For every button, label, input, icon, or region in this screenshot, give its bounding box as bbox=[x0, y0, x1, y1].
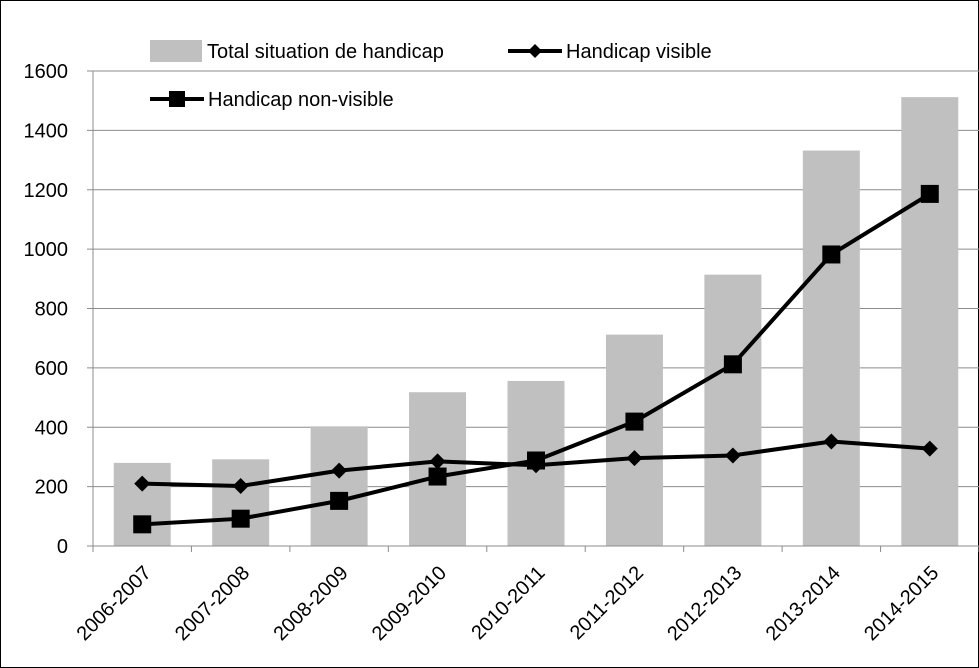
point-nonvisible-2012-2013 bbox=[723, 355, 742, 374]
point-nonvisible-2009-2010 bbox=[428, 467, 447, 486]
legend-swatch-total bbox=[150, 40, 202, 62]
bar-2006-2007 bbox=[113, 462, 171, 546]
bar-2013-2014 bbox=[802, 150, 860, 546]
bar-2011-2012 bbox=[605, 334, 663, 546]
bar-2007-2008 bbox=[212, 459, 270, 546]
y-tick-label-4: 800 bbox=[35, 299, 68, 321]
point-nonvisible-2008-2009 bbox=[330, 491, 349, 510]
y-tick-label-2: 400 bbox=[35, 417, 68, 439]
point-nonvisible-2010-2011 bbox=[527, 451, 545, 470]
point-visible-2006-2007 bbox=[134, 475, 151, 492]
point-nonvisible-2011-2012 bbox=[625, 412, 644, 431]
legend: Total situation de handicap Handicap vis… bbox=[150, 40, 712, 111]
y-tick-label-5: 1000 bbox=[24, 239, 69, 261]
y-tick-label-7: 1400 bbox=[24, 120, 69, 142]
point-visible-2007-2008 bbox=[232, 478, 249, 495]
point-visible-2011-2012 bbox=[626, 450, 643, 467]
y-tick-label-0: 0 bbox=[57, 536, 68, 558]
bar-2012-2013 bbox=[704, 274, 762, 546]
point-visible-2013-2014 bbox=[823, 433, 840, 450]
bar-2014-2015 bbox=[901, 97, 959, 546]
y-tick-label-3: 600 bbox=[35, 358, 68, 380]
y-tick-labels: 0 200 400 600 800 1000 1200 1400 1600 bbox=[24, 61, 69, 558]
bars bbox=[113, 97, 959, 546]
legend-swatch-visible bbox=[508, 44, 562, 58]
point-visible-2014-2015 bbox=[921, 440, 938, 457]
bar-2008-2009 bbox=[310, 426, 368, 546]
y-tick-label-6: 1200 bbox=[24, 180, 69, 202]
lines bbox=[133, 184, 939, 534]
y-tick-label-8: 1600 bbox=[24, 61, 69, 83]
axes bbox=[92, 71, 979, 552]
point-nonvisible-2006-2007 bbox=[133, 515, 152, 534]
point-visible-2008-2009 bbox=[331, 462, 348, 479]
legend-label-nonvisible: Handicap non-visible bbox=[208, 89, 394, 111]
legend-swatch-nonvisible bbox=[150, 91, 204, 107]
legend-label-visible: Handicap visible bbox=[566, 41, 712, 63]
point-visible-2012-2013 bbox=[724, 447, 741, 464]
point-nonvisible-2007-2008 bbox=[231, 509, 250, 528]
point-nonvisible-2013-2014 bbox=[822, 245, 841, 264]
legend-label-total: Total situation de handicap bbox=[207, 41, 444, 63]
y-tick-label-1: 200 bbox=[35, 477, 68, 499]
point-visible-2009-2010 bbox=[429, 453, 446, 470]
point-nonvisible-2014-2015 bbox=[920, 184, 939, 203]
